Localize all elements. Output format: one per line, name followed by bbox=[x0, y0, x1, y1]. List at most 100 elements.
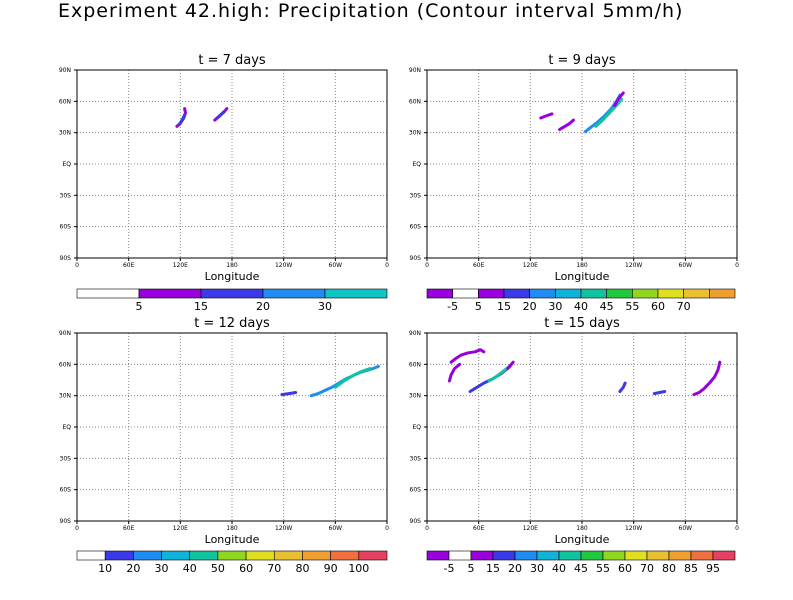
x-tick-label: 0 bbox=[75, 262, 79, 269]
colorbar-label: 15 bbox=[497, 300, 511, 313]
x-tick-label: 180 bbox=[576, 262, 588, 269]
x-tick-label: 0 bbox=[425, 262, 429, 269]
colorbar-segment bbox=[77, 551, 105, 560]
y-tick-label: 30N bbox=[59, 393, 71, 400]
x-tick-label: 180 bbox=[576, 525, 588, 532]
x-tick-label: 120E bbox=[173, 262, 188, 269]
colorbar-segment bbox=[658, 289, 684, 298]
colorbar-segment bbox=[691, 551, 713, 560]
y-tick-label: 30N bbox=[409, 130, 421, 137]
colorbar-segment bbox=[331, 551, 359, 560]
colorbar-segment bbox=[77, 289, 139, 298]
colorbar-segment bbox=[684, 289, 710, 298]
precipitation-band bbox=[449, 364, 459, 381]
colorbar-label: 60 bbox=[618, 562, 632, 575]
x-tick-label: 120W bbox=[275, 525, 292, 532]
colorbar-label: 20 bbox=[256, 300, 270, 313]
colorbar-label: 70 bbox=[640, 562, 654, 575]
colorbar-label: -5 bbox=[447, 300, 458, 313]
colorbar-segment bbox=[559, 551, 581, 560]
y-tick-label: 30N bbox=[409, 393, 421, 400]
colorbar-segment bbox=[427, 289, 453, 298]
y-tick-label: 90S bbox=[60, 255, 72, 262]
precipitation-band bbox=[620, 383, 625, 391]
colorbar-label: 30 bbox=[548, 300, 562, 313]
colorbar-label: 70 bbox=[267, 562, 281, 575]
colorbar-label: 5 bbox=[475, 300, 482, 313]
y-tick-label: EQ bbox=[412, 424, 421, 431]
y-tick-label: 60N bbox=[409, 98, 421, 105]
colorbar-label: 85 bbox=[684, 562, 698, 575]
colorbar-segment bbox=[449, 551, 471, 560]
colorbar-segment bbox=[105, 551, 133, 560]
colorbar-label: 20 bbox=[508, 562, 522, 575]
y-tick-label: EQ bbox=[62, 161, 71, 168]
x-axis-label: Longitude bbox=[555, 533, 610, 546]
colorbar-label: 30 bbox=[530, 562, 544, 575]
panel-title: t = 12 days bbox=[194, 316, 270, 331]
colorbar-segment bbox=[669, 551, 691, 560]
precipitation-band bbox=[180, 115, 185, 124]
colorbar-label: 40 bbox=[552, 562, 566, 575]
colorbar-segment bbox=[133, 551, 161, 560]
colorbar-segment bbox=[493, 551, 515, 560]
x-tick-label: 0 bbox=[425, 525, 429, 532]
colorbar-label: 90 bbox=[324, 562, 338, 575]
x-tick-label: 60E bbox=[473, 262, 485, 269]
x-tick-label: 0 bbox=[735, 262, 739, 269]
x-tick-label: 120W bbox=[625, 525, 642, 532]
colorbar-label: 60 bbox=[239, 562, 253, 575]
colorbar-label: 40 bbox=[183, 562, 197, 575]
colorbar-label: 20 bbox=[523, 300, 537, 313]
x-tick-label: 60E bbox=[473, 525, 485, 532]
colorbar-segment bbox=[246, 551, 274, 560]
colorbar-label: 30 bbox=[155, 562, 169, 575]
colorbar-segment bbox=[218, 551, 246, 560]
colorbar-segment bbox=[632, 289, 658, 298]
precipitation-band bbox=[596, 99, 622, 126]
colorbar-label: 5 bbox=[136, 300, 143, 313]
x-tick-label: 0 bbox=[735, 525, 739, 532]
colorbar-segment bbox=[139, 289, 201, 298]
x-tick-label: 60E bbox=[123, 262, 135, 269]
precipitation-band bbox=[560, 120, 574, 129]
colorbar-segment bbox=[359, 551, 387, 560]
x-axis-label: Longitude bbox=[555, 270, 610, 283]
precipitation-band bbox=[541, 114, 552, 118]
y-tick-label: 60S bbox=[60, 224, 72, 231]
y-tick-label: 90S bbox=[410, 518, 422, 525]
colorbar-segment bbox=[325, 289, 387, 298]
colorbar-segment bbox=[625, 551, 647, 560]
colorbar-label: 30 bbox=[318, 300, 332, 313]
panel-4: t = 15 days 0 60E 120E 180 120W 60W 0 90N 60N 30N E… bbox=[409, 316, 739, 575]
colorbar-label: 100 bbox=[348, 562, 369, 575]
y-tick-label: 90N bbox=[59, 67, 71, 74]
y-tick-label: 30S bbox=[410, 192, 422, 199]
x-tick-label: 120E bbox=[523, 262, 538, 269]
y-tick-label: 30S bbox=[60, 192, 72, 199]
x-tick-label: 120E bbox=[173, 525, 188, 532]
colorbar-label: 50 bbox=[211, 562, 225, 575]
x-tick-label: 120W bbox=[625, 262, 642, 269]
x-tick-label: 180 bbox=[226, 525, 238, 532]
x-tick-label: 60W bbox=[329, 262, 343, 269]
colorbar-label: 45 bbox=[574, 562, 588, 575]
x-axis-label: Longitude bbox=[205, 270, 260, 283]
panel-2: t = 9 days 0 60E 120E 180 120W 60W 0 90N 60N 30N EQ… bbox=[409, 53, 739, 313]
precipitation-band bbox=[282, 393, 296, 395]
precipitation-band bbox=[508, 362, 513, 368]
y-tick-label: 90N bbox=[409, 67, 421, 74]
y-tick-label: 30S bbox=[60, 455, 72, 462]
colorbar-segment bbox=[607, 289, 633, 298]
panel-title: t = 9 days bbox=[548, 53, 616, 68]
colorbar-segment bbox=[478, 289, 504, 298]
x-tick-label: 0 bbox=[385, 262, 389, 269]
x-tick-label: 60W bbox=[679, 262, 693, 269]
x-tick-label: 0 bbox=[385, 525, 389, 532]
colorbar-label: 55 bbox=[596, 562, 610, 575]
y-tick-label: EQ bbox=[62, 424, 71, 431]
colorbar-segment bbox=[201, 289, 263, 298]
x-tick-label: 60W bbox=[679, 525, 693, 532]
colorbar-segment bbox=[453, 289, 479, 298]
colorbar-label: -5 bbox=[444, 562, 455, 575]
